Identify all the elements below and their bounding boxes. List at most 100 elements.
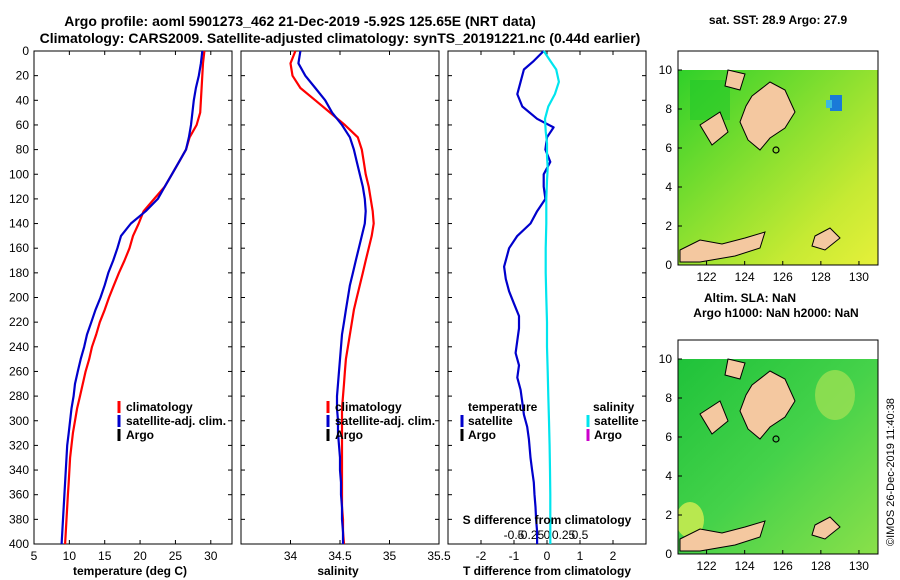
legend-sal-argo: Argo xyxy=(335,428,363,442)
y-tick-label: 260 xyxy=(9,364,29,378)
temperature-panel xyxy=(33,50,233,545)
series-satellite-adj-clim- xyxy=(297,50,367,544)
map-x-tick-label: 126 xyxy=(773,270,793,284)
temperature-axes: 0 20 40 60 80 100 120 140 160 180 200 220 240 260 280 3… xyxy=(9,44,232,563)
y-tick-label: 300 xyxy=(9,414,29,428)
y-tick-label: 320 xyxy=(9,438,29,452)
legend-s-satellite: satellite xyxy=(594,414,639,428)
legend-satellite-adj: satellite-adj. clim. xyxy=(126,414,226,428)
y-tick-label: 280 xyxy=(9,389,29,403)
y-tick-label: 400 xyxy=(9,537,29,551)
sla-map xyxy=(678,340,878,554)
x-tick-label: -1 xyxy=(509,549,520,563)
x-tick-label: 2 xyxy=(610,549,617,563)
sst-land-west xyxy=(699,111,729,146)
sla-map-frame xyxy=(677,339,879,555)
sla-blob-2 xyxy=(678,502,704,538)
series-satellite-adj-clim- xyxy=(60,50,204,545)
map-y-tick-label: 8 xyxy=(665,102,672,116)
sst-map-frame xyxy=(677,50,879,266)
legend-sal-satellite-adj: satellite-adj. clim. xyxy=(335,414,435,428)
series-s-satellite xyxy=(542,50,561,544)
y-tick-label: 180 xyxy=(9,266,29,280)
sla-map-title-2: Argo h1000: NaN h2000: NaN xyxy=(693,306,858,320)
s-tick-label: 0 xyxy=(544,528,551,542)
sst-argo-marker xyxy=(772,146,780,154)
map-x-tick-label: 124 xyxy=(735,270,755,284)
y-tick-label: 100 xyxy=(9,167,29,181)
x-tick-label: 34 xyxy=(284,549,298,563)
legend-t-argo: Argo xyxy=(468,428,496,442)
sst-land-north xyxy=(724,69,746,91)
legend-s-argo: Argo xyxy=(594,428,622,442)
sst-cool-patch xyxy=(826,100,832,108)
difference-axes: -2 -1 0 1 2-0.5-0.25 0 0.250.5 xyxy=(448,50,646,563)
x-tick-label: 35 xyxy=(383,549,397,563)
y-tick-label: 60 xyxy=(16,118,30,132)
sst-map-title: sat. SST: 28.9 Argo: 27.9 xyxy=(709,13,848,27)
y-tick-label: 160 xyxy=(9,241,29,255)
s-tick-label: 0.5 xyxy=(572,528,589,542)
legend-sal-climatology: climatology xyxy=(335,400,402,414)
map-y-tick-label: 6 xyxy=(665,141,672,155)
series-t-satellite xyxy=(503,50,555,544)
map-y-tick-label: 0 xyxy=(665,547,672,561)
y-tick-label: 40 xyxy=(16,93,30,107)
s-tick-label: -0.25 xyxy=(517,528,545,542)
map-x-tick-label: 126 xyxy=(773,559,793,573)
legend-argo: Argo xyxy=(126,428,154,442)
y-tick-label: 340 xyxy=(9,463,29,477)
map-y-tick-label: 4 xyxy=(665,180,672,194)
sla-land-mindanao xyxy=(739,370,796,440)
y-tick-label: 120 xyxy=(9,192,29,206)
sst-cold-patch xyxy=(830,95,842,111)
legend-climatology: climatology xyxy=(126,400,193,414)
x-tick-label: 30 xyxy=(204,549,218,563)
y-tick-label: 20 xyxy=(16,69,30,83)
map-y-tick-label: 10 xyxy=(659,352,673,366)
sst-land-south xyxy=(679,231,766,263)
map-y-tick-label: 2 xyxy=(665,508,672,522)
y-tick-label: 380 xyxy=(9,512,29,526)
map-x-tick-label: 122 xyxy=(697,270,717,284)
legend-t-satellite: satellite xyxy=(468,414,513,428)
sst-patch xyxy=(690,80,730,120)
sla-land-south xyxy=(679,520,766,552)
x-tick-label: 5 xyxy=(31,549,38,563)
x-tick-label: 10 xyxy=(63,549,77,563)
x-tick-label: 25 xyxy=(169,549,183,563)
s-difference-label: S difference from climatology xyxy=(463,513,632,527)
legend-salinity-title: salinity xyxy=(593,400,635,414)
profile-lines xyxy=(60,50,561,545)
sst-land-timor xyxy=(811,227,841,251)
map-x-tick-label: 128 xyxy=(811,270,831,284)
x-tick-label: 35.5 xyxy=(427,549,451,563)
map-x-tick-label: 122 xyxy=(697,559,717,573)
difference-legend: temperature satellite Argo salinity sate… xyxy=(460,400,639,442)
sst-land-mindanao xyxy=(739,81,796,151)
legend-temperature-title: temperature xyxy=(468,400,538,414)
map-y-tick-label: 0 xyxy=(665,258,672,272)
sst-map xyxy=(678,51,878,265)
sst-map-ticks: 122 124 126 128 130 0 2 4 6 8 10 xyxy=(659,63,870,284)
x-tick-label: 20 xyxy=(133,549,147,563)
s-tick-label: -0.5 xyxy=(504,528,525,542)
sla-land-timor xyxy=(811,516,841,540)
y-tick-label: 240 xyxy=(9,340,29,354)
map-y-tick-label: 2 xyxy=(665,219,672,233)
x-tick-label: 15 xyxy=(98,549,112,563)
sla-map-ticks: 122 124 126 128 130 0 2 4 6 8 10 xyxy=(659,352,870,573)
map-y-tick-label: 10 xyxy=(659,63,673,77)
y-tick-label: 0 xyxy=(22,44,29,58)
map-y-tick-label: 4 xyxy=(665,469,672,483)
salinity-legend: climatology satellite-adj. clim. Argo xyxy=(326,400,435,442)
sla-argo-marker xyxy=(772,435,780,443)
map-x-tick-label: 128 xyxy=(811,559,831,573)
x-tick-label: -2 xyxy=(476,549,487,563)
series-climatology xyxy=(289,50,375,545)
difference-x-label: T difference from climatology xyxy=(463,564,631,578)
temperature-x-label: temperature (deg C) xyxy=(73,564,187,578)
salinity-axes: 34 34.5 35 35.5 xyxy=(241,50,451,563)
map-y-tick-label: 6 xyxy=(665,430,672,444)
